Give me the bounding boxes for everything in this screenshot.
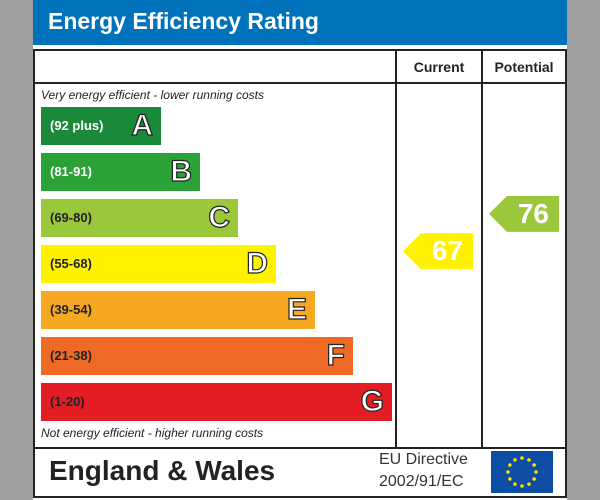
epc-panel: Energy Efficiency Rating Current Potenti… [33,0,567,500]
band-bar-c: (69-80) C [41,199,238,237]
eu-star [534,470,538,474]
header-divider [35,82,565,84]
eu-star [532,463,536,467]
band-range: (92 plus) [50,118,104,133]
eu-star [506,470,510,474]
column-divider [395,51,397,447]
band-letter: A [131,108,154,142]
band-bar-f: (21-38) F [41,337,353,375]
directive-line2: 2002/91/EC [379,473,464,490]
eu-star [520,484,524,488]
current-column-header: Current [413,59,465,75]
band-range: (69-80) [50,210,92,225]
column-divider [481,51,483,447]
band-letter: G [360,384,385,418]
eu-star [513,482,517,486]
region-label: England & Wales [49,455,276,486]
footer: England & Wales EU Directive 2002/91/EC [33,447,567,498]
band-bar-g: (1-20) G [41,383,392,421]
potential-rating-arrow: 76 [489,195,559,232]
header-bar: Energy Efficiency Rating [33,0,567,45]
band-letter: B [170,154,193,188]
rating-table: Current Potential Very energy efficient … [33,49,567,449]
band-range: (81-91) [50,164,92,179]
bottom-note: Not energy efficient - higher running co… [41,426,264,440]
band-letter: C [208,200,231,234]
band-range: (21-38) [50,348,92,363]
chart-title: Energy Efficiency Rating [48,8,319,34]
top-note: Very energy efficient - lower running co… [41,88,264,102]
eu-star [508,477,512,481]
eu-star [532,477,536,481]
band-bar-e: (39-54) E [41,291,315,329]
band-letter: D [246,246,269,280]
current-rating-arrow: 67 [403,233,473,270]
band-letter: E [286,292,307,326]
band-bar-a: (92 plus) A [41,107,161,145]
band-bar-b: (81-91) B [41,153,200,191]
directive-line1: EU Directive [379,451,468,468]
potential-column-header: Potential [494,59,554,75]
band-letter: F [326,338,346,372]
eu-star [508,463,512,467]
eu-star [513,458,517,462]
eu-star [527,458,531,462]
eu-star [527,482,531,486]
current-rating-value: 67 [431,235,463,267]
band-range: (39-54) [50,302,92,317]
band-range: (1-20) [50,394,85,409]
band-range: (55-68) [50,256,92,271]
band-bar-d: (55-68) D [41,245,276,283]
potential-rating-value: 76 [517,197,549,229]
eu-flag-icon [491,451,553,493]
eu-star [520,456,524,460]
